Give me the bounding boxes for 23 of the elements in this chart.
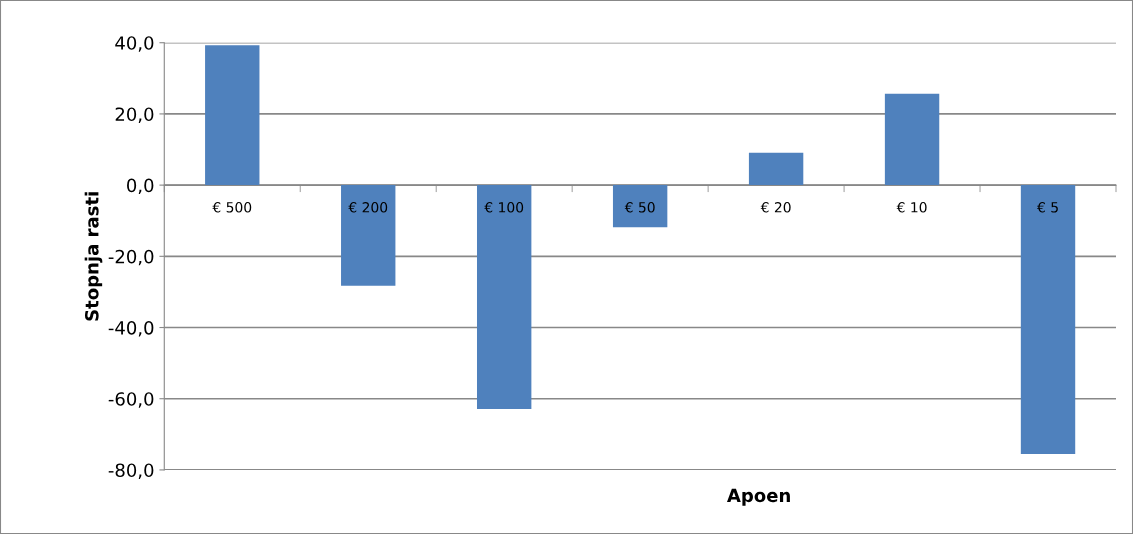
- y-tick-label: -80,0: [108, 463, 154, 479]
- y-tick-label: 20,0: [115, 107, 154, 123]
- x-axis-title: Apoen: [727, 488, 790, 506]
- x-tick-label: € 5: [1036, 202, 1058, 213]
- x-tick-label: € 200: [348, 202, 388, 213]
- x-tick-label: € 500: [212, 202, 252, 213]
- bar: [205, 45, 260, 186]
- y-tick-label: -60,0: [108, 392, 154, 408]
- x-tick-label: € 50: [624, 202, 655, 213]
- x-tick-label: € 10: [896, 202, 927, 213]
- bar: [1020, 185, 1076, 454]
- y-tick-label: -40,0: [108, 320, 154, 337]
- bar: [476, 185, 532, 410]
- bar: [612, 185, 668, 228]
- y-axis-title: Stopnja rasti: [84, 192, 103, 321]
- bar: [341, 185, 396, 286]
- y-tick-label: 40,0: [115, 36, 154, 52]
- y-tick-label: 0,0: [127, 178, 154, 195]
- x-tick-label: € 100: [484, 202, 524, 213]
- bar: [884, 93, 940, 186]
- bar: [748, 152, 804, 186]
- x-tick-label: € 20: [760, 202, 791, 213]
- y-tick-label: -20,0: [108, 249, 154, 266]
